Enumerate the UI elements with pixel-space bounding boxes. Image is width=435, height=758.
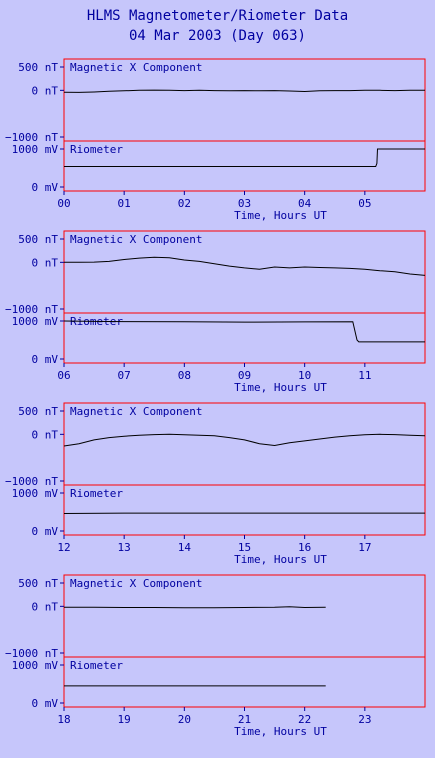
- chart-block-0: Magnetic X Component 500 nT 0 nT −1000 nT Ri…: [5, 58, 426, 222]
- riometer-ytick-label: 0 mV: [32, 525, 59, 538]
- x-tick-label: 15: [238, 541, 251, 554]
- riometer-ytick-label: 1000 mV: [12, 487, 59, 500]
- magnetometer-ytick-label: 500 nT: [18, 233, 58, 246]
- x-tick-label: 04: [298, 197, 312, 210]
- magnetometer-series-line: [64, 256, 426, 276]
- riometer-ytick-label: 0 mV: [32, 181, 59, 194]
- x-tick-label: 06: [57, 369, 70, 382]
- x-tick-label: 16: [298, 541, 311, 554]
- magnetometer-ytick-label: 500 nT: [18, 577, 58, 590]
- x-tick-label: 14: [178, 541, 192, 554]
- magnetometer-title: Magnetic X Component: [70, 577, 202, 590]
- x-axis-label: Time, Hours UT: [234, 209, 327, 222]
- x-tick-label: 02: [178, 197, 191, 210]
- x-tick-label: 08: [178, 369, 191, 382]
- riometer-title: Riometer: [70, 487, 123, 500]
- x-tick-label: 01: [118, 197, 131, 210]
- riometer-ytick-label: 1000 mV: [12, 659, 59, 672]
- x-tick-label: 17: [358, 541, 371, 554]
- x-tick-label: 21: [238, 713, 251, 726]
- magnetometer-series-line: [63, 89, 425, 93]
- riometer-series-line: [63, 320, 425, 343]
- x-tick-label: 11: [358, 369, 371, 382]
- magnetometer-series-line: [64, 606, 326, 609]
- riometer-ytick-label: 0 mV: [32, 353, 59, 366]
- x-axis-label: Time, Hours UT: [234, 553, 327, 566]
- riometer-title: Riometer: [70, 659, 123, 672]
- x-tick-label: 22: [298, 713, 311, 726]
- magnetometer-ytick-label: −1000 nT: [5, 475, 58, 488]
- riometer-series-line: [64, 148, 425, 167]
- x-tick-label: 05: [358, 197, 371, 210]
- x-tick-label: 13: [118, 541, 131, 554]
- x-tick-label: 00: [57, 197, 70, 210]
- x-tick-label: 10: [298, 369, 311, 382]
- magnetometer-title: Magnetic X Component: [70, 61, 202, 74]
- riometer-ytick-label: 1000 mV: [12, 315, 59, 328]
- magnetometer-ytick-label: 0 nT: [32, 600, 59, 613]
- x-tick-label: 19: [118, 713, 131, 726]
- chart-block-2: Magnetic X Component 500 nT 0 nT −1000 nT Ri…: [5, 402, 426, 566]
- x-tick-label: 03: [238, 197, 251, 210]
- chart-subtitle: 04 Mar 2003 (Day 063): [128, 28, 306, 44]
- magnetometer-ytick-label: 500 nT: [18, 61, 58, 74]
- magnetometer-series-line: [63, 433, 426, 447]
- x-axis-label: Time, Hours UT: [234, 725, 327, 738]
- magnetometer-title: Magnetic X Component: [70, 233, 202, 246]
- magnetometer-ytick-label: 0 nT: [32, 256, 59, 269]
- chart-block-3: Magnetic X Component 500 nT 0 nT −1000 nT Ri…: [5, 574, 426, 738]
- magnetometer-ytick-label: 0 nT: [32, 84, 59, 97]
- x-axis-label: Time, Hours UT: [234, 381, 327, 394]
- x-tick-label: 12: [57, 541, 70, 554]
- x-tick-label: 23: [358, 713, 371, 726]
- riometer-ytick-label: 1000 mV: [12, 143, 59, 156]
- x-tick-label: 09: [238, 369, 251, 382]
- chart-title: HLMS Magnetometer/Riometer Data: [86, 8, 349, 24]
- x-tick-label: 18: [57, 713, 70, 726]
- magnetometer-title: Magnetic X Component: [70, 405, 202, 418]
- magnetometer-ytick-label: −1000 nT: [5, 647, 58, 660]
- magnetometer-ytick-label: 0 nT: [32, 428, 59, 441]
- riometer-title: Riometer: [70, 143, 123, 156]
- x-tick-label: 07: [118, 369, 131, 382]
- riometer-ytick-label: 0 mV: [32, 697, 59, 710]
- x-tick-label: 20: [178, 713, 191, 726]
- magnetometer-ytick-label: −1000 nT: [5, 131, 58, 144]
- magnetometer-ytick-label: 500 nT: [18, 405, 58, 418]
- magnetometer-ytick-label: −1000 nT: [5, 303, 58, 316]
